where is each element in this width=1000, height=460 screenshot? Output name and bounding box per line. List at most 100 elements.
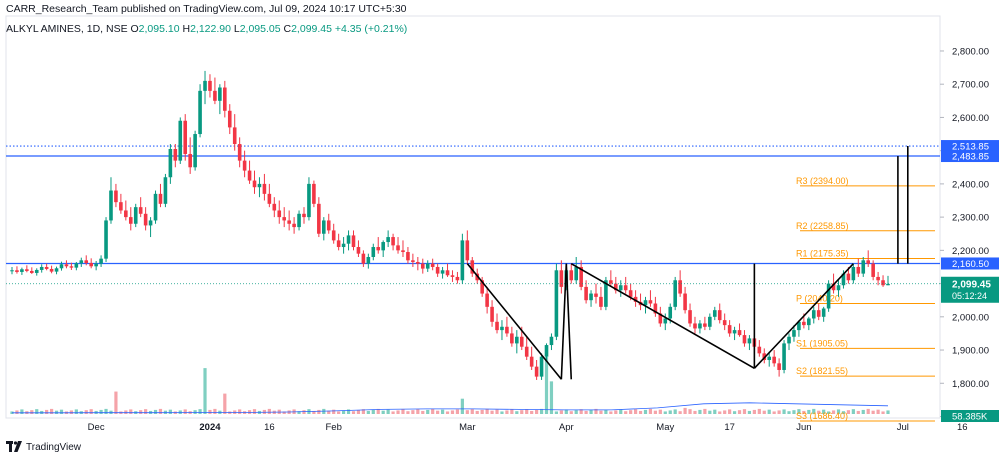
volume-bar: [633, 409, 638, 414]
volume-bar: [356, 410, 361, 414]
candle-body: [787, 336, 791, 344]
volume-bar: [376, 408, 380, 414]
volume-bar: [539, 408, 544, 414]
volume-bar: [490, 410, 494, 414]
candle-body: [851, 266, 856, 281]
candle-body: [613, 283, 618, 291]
candle-body: [524, 346, 529, 357]
tradingview-footer[interactable]: TradingView: [6, 441, 81, 453]
volume-bar: [787, 411, 791, 414]
volume-bar: [54, 410, 59, 414]
candle-body: [643, 300, 648, 306]
volume-bar: [544, 356, 549, 414]
candle-body: [693, 323, 697, 329]
volume-bar: [406, 411, 410, 414]
candle-body: [455, 276, 460, 281]
candle-body: [114, 190, 118, 203]
volume-bar: [841, 411, 846, 414]
candle-body: [331, 230, 336, 241]
candle-body: [158, 193, 163, 204]
volume-bar: [208, 409, 212, 414]
volume-bar: [401, 409, 405, 414]
candle-body: [138, 207, 143, 214]
price-level-tag: [941, 140, 999, 153]
volume-bar: [698, 409, 702, 414]
x-tick-label: Feb: [326, 422, 342, 433]
candle-body: [143, 213, 148, 226]
volume-bar: [713, 409, 717, 414]
candle-body: [722, 320, 727, 326]
x-tick-label: 2024: [199, 422, 221, 433]
candle-body: [193, 134, 197, 168]
volume-bar: [198, 409, 202, 414]
volume-bar: [802, 410, 806, 414]
ohlc-high-value: 2,122.90: [190, 23, 231, 35]
candle-body: [495, 321, 499, 331]
volume-bar: [619, 409, 623, 414]
y-tick-label: 2,300.00: [952, 213, 989, 224]
volume-bar: [104, 408, 108, 414]
volume-bar: [772, 411, 776, 414]
candle-body: [44, 266, 49, 269]
x-tick-label: May: [656, 422, 674, 433]
candle-body: [747, 338, 752, 344]
price-level-tag: [941, 257, 999, 270]
candle-body: [450, 275, 455, 277]
volume-bar: [129, 409, 133, 414]
volume-bar: [203, 368, 207, 414]
candle-body: [841, 273, 846, 286]
volume-bar: [99, 409, 103, 414]
countdown-label: 05:12:24: [952, 291, 987, 301]
candle-body: [589, 293, 593, 301]
volume-bar: [574, 410, 578, 414]
y-tick-label: 2,700.00: [952, 80, 989, 91]
volume-bar: [89, 409, 93, 414]
candle-body: [401, 250, 405, 253]
tradingview-brand: TradingView: [26, 441, 82, 453]
volume-bar: [297, 411, 301, 414]
candle-body: [505, 326, 509, 334]
volume-bar: [124, 410, 128, 414]
volume-bar: [351, 411, 356, 414]
candle-body: [59, 264, 64, 269]
candle-body: [237, 144, 242, 161]
candle-body: [178, 120, 183, 161]
price-level-tag-label: 2,513.85: [952, 142, 989, 153]
ohlc-close-key: C: [283, 23, 292, 35]
volume-bar: [332, 409, 336, 414]
volume-bar: [495, 409, 499, 414]
candle-body: [811, 310, 816, 319]
volume-bar: [688, 409, 692, 414]
volume-bar: [139, 410, 143, 414]
published-by-line: CARR_Research_Team published on TradingV…: [6, 3, 407, 15]
candle-body: [29, 270, 34, 273]
volume-tag-label: 58.385K: [952, 412, 988, 423]
candle-body: [688, 310, 692, 324]
candle-body: [69, 266, 74, 268]
volume-bar: [807, 409, 811, 414]
volume-bar: [792, 410, 796, 414]
volume-bar: [584, 410, 588, 414]
candle-body: [569, 270, 574, 281]
candle-body: [54, 268, 59, 272]
candle-body: [732, 330, 737, 334]
candle-body: [599, 296, 603, 307]
candle-body: [515, 336, 519, 344]
volume-bar: [589, 409, 593, 414]
volume-bar: [668, 410, 672, 414]
volume-bar: [827, 411, 831, 414]
candle-body: [163, 177, 168, 204]
volume-bar: [871, 410, 875, 414]
candle-body: [89, 262, 93, 267]
volume-bar: [59, 409, 64, 414]
volume-bar: [648, 408, 653, 414]
volume-bar: [421, 410, 425, 414]
symbol-label[interactable]: ALKYL AMINES, 1D, NSE: [6, 23, 128, 35]
volume-bar: [158, 408, 163, 414]
candle-body: [386, 237, 390, 243]
volume-bar: [609, 411, 613, 414]
volume-bar: [223, 393, 227, 414]
candle-body: [539, 356, 544, 377]
candle-body: [188, 153, 192, 168]
